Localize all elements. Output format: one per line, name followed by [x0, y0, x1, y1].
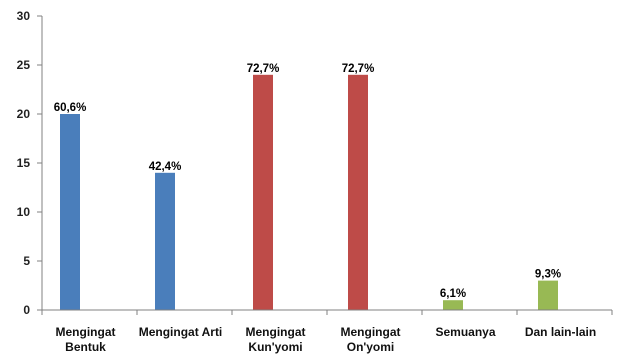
data-label: 72,7%	[247, 63, 280, 75]
bar	[348, 74, 368, 310]
y-axis: 0 5 10 15 20 25 30	[17, 9, 43, 317]
x-category-label: Dan lain-lain	[525, 325, 596, 339]
data-label: 42,4%	[149, 161, 182, 173]
data-label: 6,1%	[440, 288, 466, 300]
bars	[60, 74, 558, 310]
x-category-label: Mengingat Kun'yomi	[246, 325, 306, 354]
bar	[443, 300, 463, 310]
data-label: 72,7%	[342, 63, 375, 75]
y-tick-label: 20	[17, 107, 31, 121]
x-category-label: Mengingat Arti	[139, 325, 223, 339]
data-label: 60,6%	[54, 102, 87, 114]
bar	[538, 280, 558, 310]
bar	[60, 114, 80, 310]
x-category-label: Mengingat On'yomi	[341, 325, 401, 354]
y-tick-label: 30	[17, 9, 31, 23]
x-category-label: Mengingat Bentuk	[56, 325, 116, 354]
y-tick-label: 15	[17, 156, 31, 170]
y-tick-label: 0	[23, 303, 30, 317]
y-tick-label: 25	[17, 58, 31, 72]
bar	[253, 74, 273, 310]
y-tick-label: 10	[17, 205, 31, 219]
y-tick-label: 5	[23, 254, 30, 268]
data-label: 9,3%	[535, 269, 561, 281]
data-labels: 60,6% 42,4% 72,7% 72,7% 6,1% 9,3%	[54, 63, 561, 300]
x-category-label: Semuanya	[435, 325, 495, 339]
bar	[155, 172, 175, 310]
x-axis: Mengingat Bentuk Mengingat Arti Mengingat Ku…	[41, 309, 613, 354]
